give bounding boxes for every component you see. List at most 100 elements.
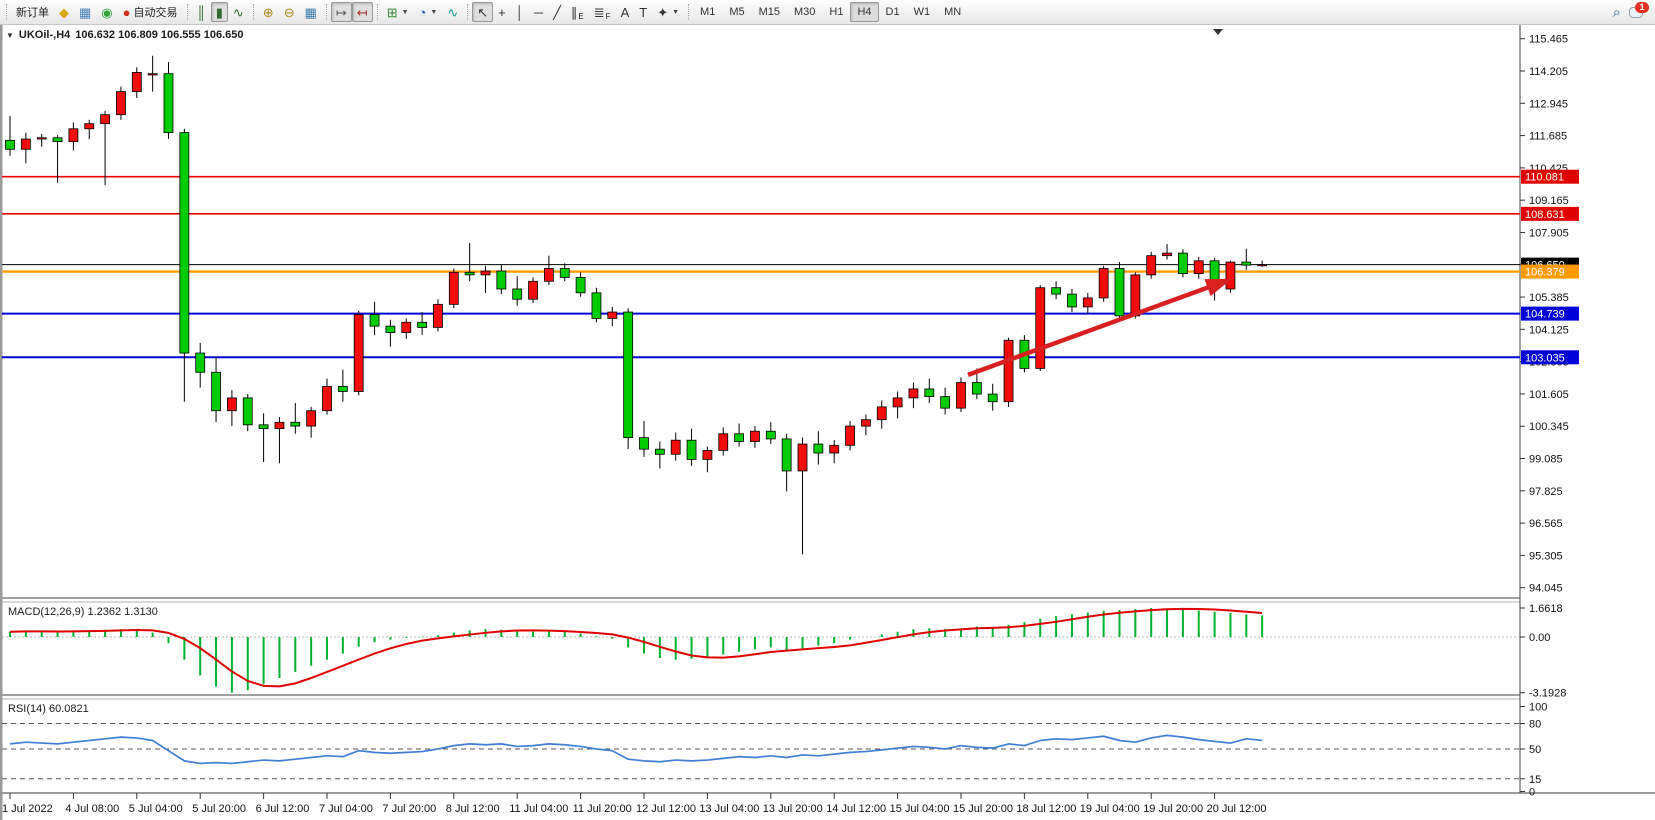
tile-windows-icon[interactable]: ▦ <box>300 2 322 22</box>
svg-text:97.825: 97.825 <box>1529 486 1563 498</box>
new-chart-icon[interactable]: ⊞ ▼ <box>382 2 414 22</box>
price-label-103.035: 103.035 <box>1521 350 1579 365</box>
rsi-axis[interactable]: 100 80 50 150 <box>1520 702 1547 799</box>
svg-text:94.045: 94.045 <box>1529 583 1563 595</box>
auto-scroll-icon[interactable]: ↦ <box>330 2 352 22</box>
search-icon[interactable]: ⌕ <box>1612 3 1621 21</box>
svg-text:1 Jul 2022: 1 Jul 2022 <box>2 803 53 815</box>
symbol-dropdown-icon[interactable]: ▼ <box>6 30 14 40</box>
ohlc-values: 106.632 106.809 106.555 106.650 <box>75 29 244 41</box>
price-label-104.739: 104.739 <box>1521 306 1579 321</box>
svg-text:-3.1928: -3.1928 <box>1529 688 1566 700</box>
svg-text:8 Jul 12:00: 8 Jul 12:00 <box>446 803 500 815</box>
time-axis[interactable]: 1 Jul 2022 4 Jul 08:00 5 Jul 04:00 5 Jul 20… <box>2 793 1267 815</box>
svg-text:111.685: 111.685 <box>1529 131 1567 143</box>
svg-text:114.205: 114.205 <box>1529 66 1568 78</box>
trendline-icon[interactable]: ╱ <box>548 2 566 22</box>
svg-text:0.00: 0.00 <box>1529 632 1550 644</box>
rsi-indicator-label: RSI(14) 60.0821 <box>8 703 89 715</box>
timeframe-m5-button[interactable]: M5 <box>722 2 751 22</box>
timeframe-h4-button[interactable]: H4 <box>850 2 879 22</box>
svg-text:15: 15 <box>1529 774 1541 786</box>
chart-shift-icon[interactable]: ↤ <box>351 2 373 22</box>
svg-text:103.035: 103.035 <box>1525 352 1565 364</box>
toolbar-right: ⌕ 1 <box>1612 2 1651 21</box>
chat-icon[interactable]: 1 <box>1629 2 1649 19</box>
cursor-icon[interactable]: ↖ <box>472 2 494 22</box>
svg-text:12 Jul 12:00: 12 Jul 12:00 <box>636 803 696 815</box>
horizontal-line-icon[interactable]: ─ <box>529 2 548 22</box>
svg-text:11 Jul 20:00: 11 Jul 20:00 <box>573 803 632 815</box>
chart-window[interactable]: 115.465 114.205 112.945 111.685 110.425 109.1… <box>0 25 1655 820</box>
new-order-button[interactable]: 新订单 <box>11 2 54 22</box>
market-watch-icon[interactable]: ◆ <box>54 2 74 22</box>
zoom-in-icon[interactable]: ⊕ <box>258 2 279 22</box>
toolbar-group-tools: ↖ + │ ─ ╱ ∥ E ≣ F A T ✦ ▼ <box>465 1 684 23</box>
svg-text:15 Jul 04:00: 15 Jul 04:00 <box>890 803 950 815</box>
svg-text:106.379: 106.379 <box>1525 267 1565 279</box>
auto-trading-button[interactable]: ● 自动交易 <box>118 2 183 22</box>
svg-text:7 Jul 20:00: 7 Jul 20:00 <box>382 803 436 815</box>
symbol-label: ▼ UKOil-,H4 106.632 106.809 106.555 106.… <box>6 29 243 41</box>
crosshair-icon[interactable]: + <box>493 2 511 22</box>
vertical-line-icon[interactable]: │ <box>511 2 529 22</box>
svg-text:110.081: 110.081 <box>1525 172 1564 184</box>
svg-text:100: 100 <box>1529 702 1547 714</box>
price-label-106.379: 106.379 <box>1521 264 1579 279</box>
svg-text:13 Jul 20:00: 13 Jul 20:00 <box>763 803 823 815</box>
svg-text:0: 0 <box>1529 787 1535 799</box>
rsi-name: RSI(14) <box>8 703 46 715</box>
svg-text:20 Jul 12:00: 20 Jul 12:00 <box>1207 803 1267 815</box>
timeframe-m1-button[interactable]: M1 <box>693 2 722 22</box>
svg-text:105.385: 105.385 <box>1529 292 1569 304</box>
toolbar-group-scroll: ↦ ↤ <box>324 1 373 23</box>
toolbar-group-chart-type: ║ ▮ ∿ <box>185 1 249 23</box>
data-window-icon[interactable]: ▦ <box>74 2 96 22</box>
macd-name: MACD(12,26,9) <box>8 606 85 618</box>
fibonacci-icon[interactable]: ≣ F <box>589 2 616 22</box>
trend-arrow[interactable] <box>967 278 1232 377</box>
svg-text:107.905: 107.905 <box>1529 227 1569 239</box>
svg-text:1.6618: 1.6618 <box>1529 603 1563 615</box>
rsi-line <box>9 734 1263 765</box>
arrows-tool-icon[interactable]: ✦ ▼ <box>652 2 684 22</box>
toolbar-group-zoom: ⊕ ⊖ ▦ <box>251 1 322 23</box>
price-axis[interactable]: 115.465114.205112.945111.685110.425109.1… <box>1520 34 1569 595</box>
period-icon[interactable]: ◔ ▼ <box>414 2 443 22</box>
svg-text:6 Jul 12:00: 6 Jul 12:00 <box>256 803 310 815</box>
timeframe-m15-button[interactable]: M15 <box>752 2 787 22</box>
bar-chart-icon[interactable]: ║ <box>192 2 211 22</box>
indicators-icon[interactable]: ∿ <box>442 2 463 22</box>
pane-frames <box>0 25 1655 820</box>
text-label-icon[interactable]: T <box>634 2 652 22</box>
zoom-out-icon[interactable]: ⊖ <box>279 2 300 22</box>
svg-text:101.605: 101.605 <box>1529 389 1569 401</box>
svg-text:4 Jul 08:00: 4 Jul 08:00 <box>65 803 119 815</box>
timeframe-mn-button[interactable]: MN <box>937 2 968 22</box>
timeframe-h1-button[interactable]: H1 <box>822 2 850 22</box>
candlestick-chart-icon[interactable]: ▮ <box>210 2 228 22</box>
svg-text:19 Jul 04:00: 19 Jul 04:00 <box>1080 803 1140 815</box>
price-label-110.081: 110.081 <box>1521 169 1579 184</box>
timeframe-d1-button[interactable]: D1 <box>879 2 907 22</box>
timeframe-m30-button[interactable]: M30 <box>787 2 822 22</box>
line-chart-icon[interactable]: ∿ <box>228 2 249 22</box>
chart-shift-marker[interactable] <box>1213 29 1223 35</box>
navigator-icon[interactable]: ◉ <box>96 2 117 22</box>
svg-text:7 Jul 04:00: 7 Jul 04:00 <box>319 803 373 815</box>
svg-text:112.945: 112.945 <box>1529 98 1568 110</box>
toolbar-group-trade: 新订单 ◆ ▦ ◉ ● 自动交易 <box>4 1 183 23</box>
macd-histogram <box>9 608 1264 693</box>
svg-text:109.165: 109.165 <box>1529 195 1569 207</box>
macd-signal-line <box>9 607 1263 688</box>
timeframe-w1-button[interactable]: W1 <box>907 2 938 22</box>
svg-text:11 Jul 04:00: 11 Jul 04:00 <box>509 803 568 815</box>
price-label-108.631: 108.631 <box>1521 206 1579 221</box>
macd-axis[interactable]: 1.6618 0.00 -3.1928 <box>1520 603 1566 700</box>
candlesticks <box>5 55 1268 555</box>
chart-canvas[interactable]: 115.465114.205112.945111.685110.425109.1… <box>0 25 1655 820</box>
text-icon[interactable]: A <box>616 2 635 22</box>
equidistant-channel-icon[interactable]: ∥ E <box>566 2 589 22</box>
svg-text:80: 80 <box>1529 719 1541 731</box>
